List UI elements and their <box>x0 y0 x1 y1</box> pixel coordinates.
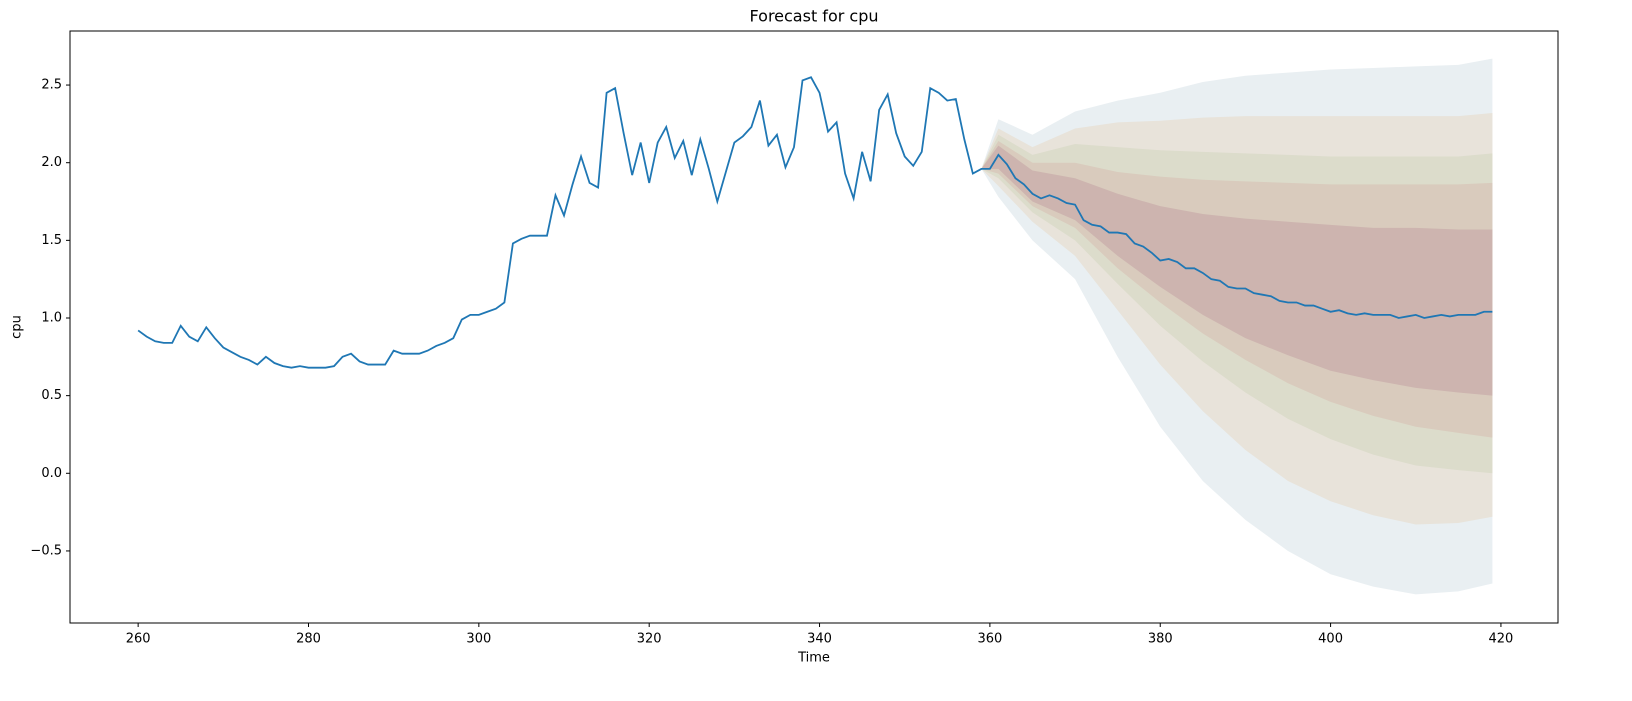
y-tick-label: 0.0 <box>41 466 62 481</box>
y-tick-label: 2.0 <box>41 155 62 170</box>
x-tick-label: 320 <box>637 632 662 647</box>
forecast-band <box>981 145 1493 396</box>
y-tick-label: 2.5 <box>41 78 62 93</box>
x-tick-label: 400 <box>1318 632 1343 647</box>
y-tick-label: 1.5 <box>41 233 62 248</box>
x-tick-label: 300 <box>466 632 491 647</box>
y-tick-label: 0.5 <box>41 388 62 403</box>
chart-title: Forecast for cpu <box>750 7 879 26</box>
x-tick-label: 260 <box>126 632 151 647</box>
y-tick-label: −0.5 <box>30 543 62 558</box>
x-tick-label: 360 <box>977 632 1002 647</box>
x-tick-label: 380 <box>1148 632 1173 647</box>
x-tick-label: 420 <box>1489 632 1514 647</box>
x-tick-label: 280 <box>296 632 321 647</box>
data-line <box>137 76 1493 369</box>
x-tick-label: 340 <box>807 632 832 647</box>
x-axis-label: Time <box>797 651 830 666</box>
y-axis-label: cpu <box>10 315 25 339</box>
y-tick-label: 1.0 <box>41 310 62 325</box>
plot-frame <box>69 30 1559 624</box>
